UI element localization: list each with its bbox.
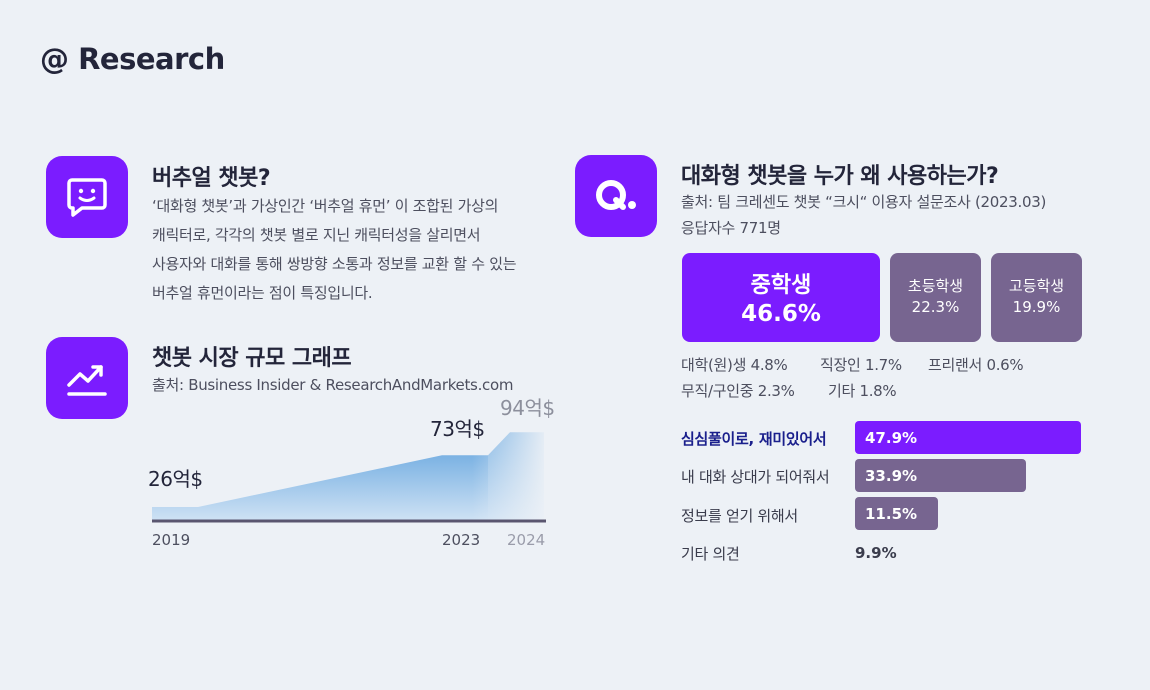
market-area-chart bbox=[152, 430, 546, 523]
other-group-worker: 직장인 1.7% bbox=[820, 356, 902, 374]
group-value: 22.3% bbox=[911, 298, 960, 316]
reason-value: 33.9% bbox=[865, 466, 918, 485]
virtual-title: 버추얼 챗봇? bbox=[152, 166, 271, 191]
smile-chat-icon bbox=[67, 178, 107, 217]
reason-label-etc: 기타 의견 bbox=[681, 545, 740, 563]
q-icon-tile bbox=[575, 155, 657, 237]
virtual-line: ‘대화형 챗봇’과 가상인간 ‘버추얼 휴먼’ 이 조합된 가상의 bbox=[152, 197, 499, 215]
survey-source: 출처: 팀 크레센도 챗봇 “크시“ 이용자 설문조사 (2023.03) bbox=[681, 193, 1047, 211]
value-label-2024: 94억$ bbox=[500, 396, 555, 421]
market-source: 출처: Business Insider & ResearchAndMarket… bbox=[152, 376, 514, 394]
tick-label-2024: 2024 bbox=[507, 531, 546, 549]
group-label: 초등학생 bbox=[907, 277, 964, 295]
survey-title: 대화형 챗봇을 누가 왜 사용하는가? bbox=[681, 164, 999, 189]
trend-icon-tile bbox=[46, 337, 128, 419]
survey-respondents: 응답자수 771명 bbox=[681, 219, 781, 237]
q-icon bbox=[596, 180, 636, 210]
group-label: 고등학생 bbox=[1008, 277, 1065, 295]
reason-value: 11.5% bbox=[865, 504, 918, 523]
chat-icon-tile bbox=[46, 156, 128, 238]
reason-label-info: 정보를 얻기 위해서 bbox=[681, 507, 798, 525]
area-series-2019-2023 bbox=[152, 455, 488, 521]
virtual-line: 사용자와 대화를 통해 쌍방향 소통과 정보를 교환 할 수 있는 bbox=[152, 255, 517, 273]
other-group-university: 대학(원)생 4.8% bbox=[681, 356, 788, 374]
other-group-etc: 기타 1.8% bbox=[828, 382, 897, 400]
group-card-elementary: 초등학생 22.3% bbox=[890, 253, 981, 342]
value-label-2023: 73억$ bbox=[430, 417, 485, 442]
top-group-card: 중학생 46.6% bbox=[682, 253, 880, 342]
reason-label-fun: 심심풀이로, 재미있어서 bbox=[681, 430, 827, 448]
virtual-line: 캐릭터로, 각각의 챗봇 별로 지닌 캐릭터성을 살리면서 bbox=[152, 226, 481, 244]
reason-value: 47.9% bbox=[865, 428, 918, 447]
tick-label-2019: 2019 bbox=[152, 531, 191, 549]
group-value: 19.9% bbox=[1012, 298, 1061, 316]
value-label-2019: 26억$ bbox=[148, 467, 203, 491]
other-group-freelancer: 프리랜서 0.6% bbox=[928, 356, 1024, 374]
brand-title: @ Research bbox=[40, 42, 225, 76]
virtual-description: ‘대화형 챗봇’과 가상인간 ‘버추얼 휴먼’ 이 조합된 가상의 캐릭터로, … bbox=[152, 192, 562, 308]
trend-up-icon bbox=[67, 365, 107, 396]
area-fade-overlay bbox=[472, 430, 546, 521]
tick-label-2023: 2023 bbox=[442, 531, 481, 549]
reason-bar-info: 11.5% bbox=[855, 497, 938, 530]
top-group-value: 46.6% bbox=[741, 301, 821, 327]
reason-bar-fun: 47.9% bbox=[855, 421, 1081, 454]
group-card-highschool: 고등학생 19.9% bbox=[991, 253, 1082, 342]
reason-value-etc: 9.9% bbox=[855, 544, 897, 562]
virtual-line: 버추얼 휴먼이라는 점이 특징입니다. bbox=[152, 284, 373, 302]
other-group-unemployed: 무직/구인중 2.3% bbox=[681, 382, 795, 400]
market-title: 챗봇 시장 규모 그래프 bbox=[152, 346, 352, 371]
reason-label-companion: 내 대화 상대가 되어줘서 bbox=[681, 468, 830, 486]
reason-bar-companion: 33.9% bbox=[855, 459, 1026, 492]
top-group-label: 중학생 bbox=[750, 273, 812, 298]
